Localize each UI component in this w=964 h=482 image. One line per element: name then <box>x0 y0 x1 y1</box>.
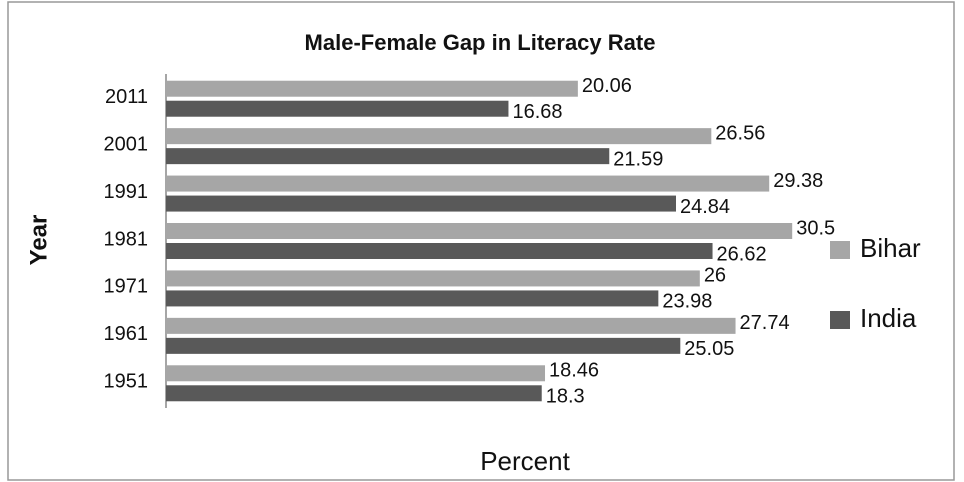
bar <box>166 175 770 192</box>
y-tick-label: 1981 <box>104 228 149 250</box>
bar <box>166 223 793 239</box>
data-label: 18.46 <box>549 360 599 382</box>
legend-label: Bihar <box>860 233 921 263</box>
y-tick-label: 1961 <box>104 323 149 345</box>
x-axis-label: Percent <box>480 446 570 476</box>
data-label: 26.62 <box>717 243 767 265</box>
bar <box>166 270 700 287</box>
data-label: 30.5 <box>796 217 835 239</box>
bar <box>166 100 509 117</box>
bar <box>166 385 542 402</box>
bar <box>166 128 712 145</box>
bar <box>166 337 681 354</box>
y-tick-label: 2001 <box>104 133 149 155</box>
bar <box>166 365 546 382</box>
legend-swatch <box>830 241 850 259</box>
data-label: 20.06 <box>582 75 632 97</box>
legend-swatch <box>830 311 850 329</box>
y-tick-label: 1971 <box>104 276 149 298</box>
y-axis-label: Year <box>25 215 52 266</box>
data-label: 21.59 <box>613 148 663 170</box>
legend-label: India <box>860 303 917 333</box>
bar <box>166 243 713 259</box>
bar <box>166 317 736 334</box>
bar <box>166 290 659 307</box>
bar <box>166 195 676 212</box>
data-label: 26 <box>704 265 726 287</box>
data-label: 16.68 <box>512 101 562 123</box>
chart-title: Male-Female Gap in Literacy Rate <box>305 30 656 55</box>
data-label: 23.98 <box>662 291 712 313</box>
y-tick-label: 1951 <box>104 371 149 393</box>
data-label: 25.05 <box>684 338 734 360</box>
y-tick-label: 2011 <box>105 86 148 108</box>
bar <box>166 80 578 97</box>
data-label: 18.3 <box>546 386 585 408</box>
chart-frame <box>7 1 955 481</box>
data-label: 27.74 <box>740 312 790 334</box>
bar <box>166 148 610 165</box>
y-tick-label: 1991 <box>104 181 149 203</box>
data-label: 29.38 <box>773 170 823 192</box>
data-label: 26.56 <box>715 122 765 144</box>
data-label: 24.84 <box>680 196 730 218</box>
